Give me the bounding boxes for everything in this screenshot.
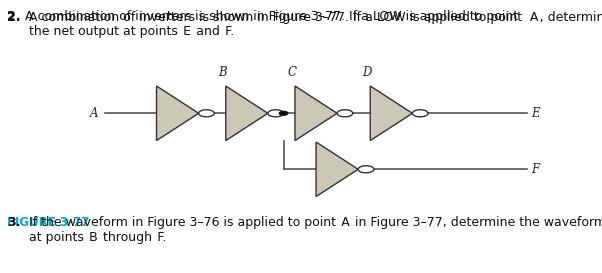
Text: at points  B  through  F.: at points B through F. [29,231,166,244]
Text: 2.: 2. [7,10,20,23]
Polygon shape [295,86,337,141]
Text: A: A [90,107,98,120]
Text: A combination of inverters is shown in Figure 3–77. If a LOW is applied to point: A combination of inverters is shown in F… [29,11,602,25]
Circle shape [268,110,284,117]
Text: A combination of inverters is shown in Figure 3–77. If a LOW is applied to point: A combination of inverters is shown in F… [25,10,523,23]
Circle shape [337,110,353,117]
Circle shape [358,166,374,173]
Text: FIGURE 3-77: FIGURE 3-77 [7,216,90,229]
Polygon shape [370,86,412,141]
Text: If the waveform in Figure 3–76 is applied to point  A  in Figure 3–77, determine: If the waveform in Figure 3–76 is applie… [29,216,602,229]
Circle shape [279,111,288,115]
Circle shape [412,110,428,117]
Text: 3.: 3. [7,216,20,229]
Polygon shape [157,86,199,141]
Circle shape [199,110,214,117]
Polygon shape [316,142,358,197]
Text: the net output at points  E  and  F.: the net output at points E and F. [29,25,234,38]
Text: B: B [219,66,227,79]
Polygon shape [226,86,268,141]
Text: D: D [362,66,372,79]
Text: F: F [532,163,539,176]
Text: E: E [532,107,540,120]
Text: 2.: 2. [7,11,20,25]
Text: C: C [288,66,296,79]
